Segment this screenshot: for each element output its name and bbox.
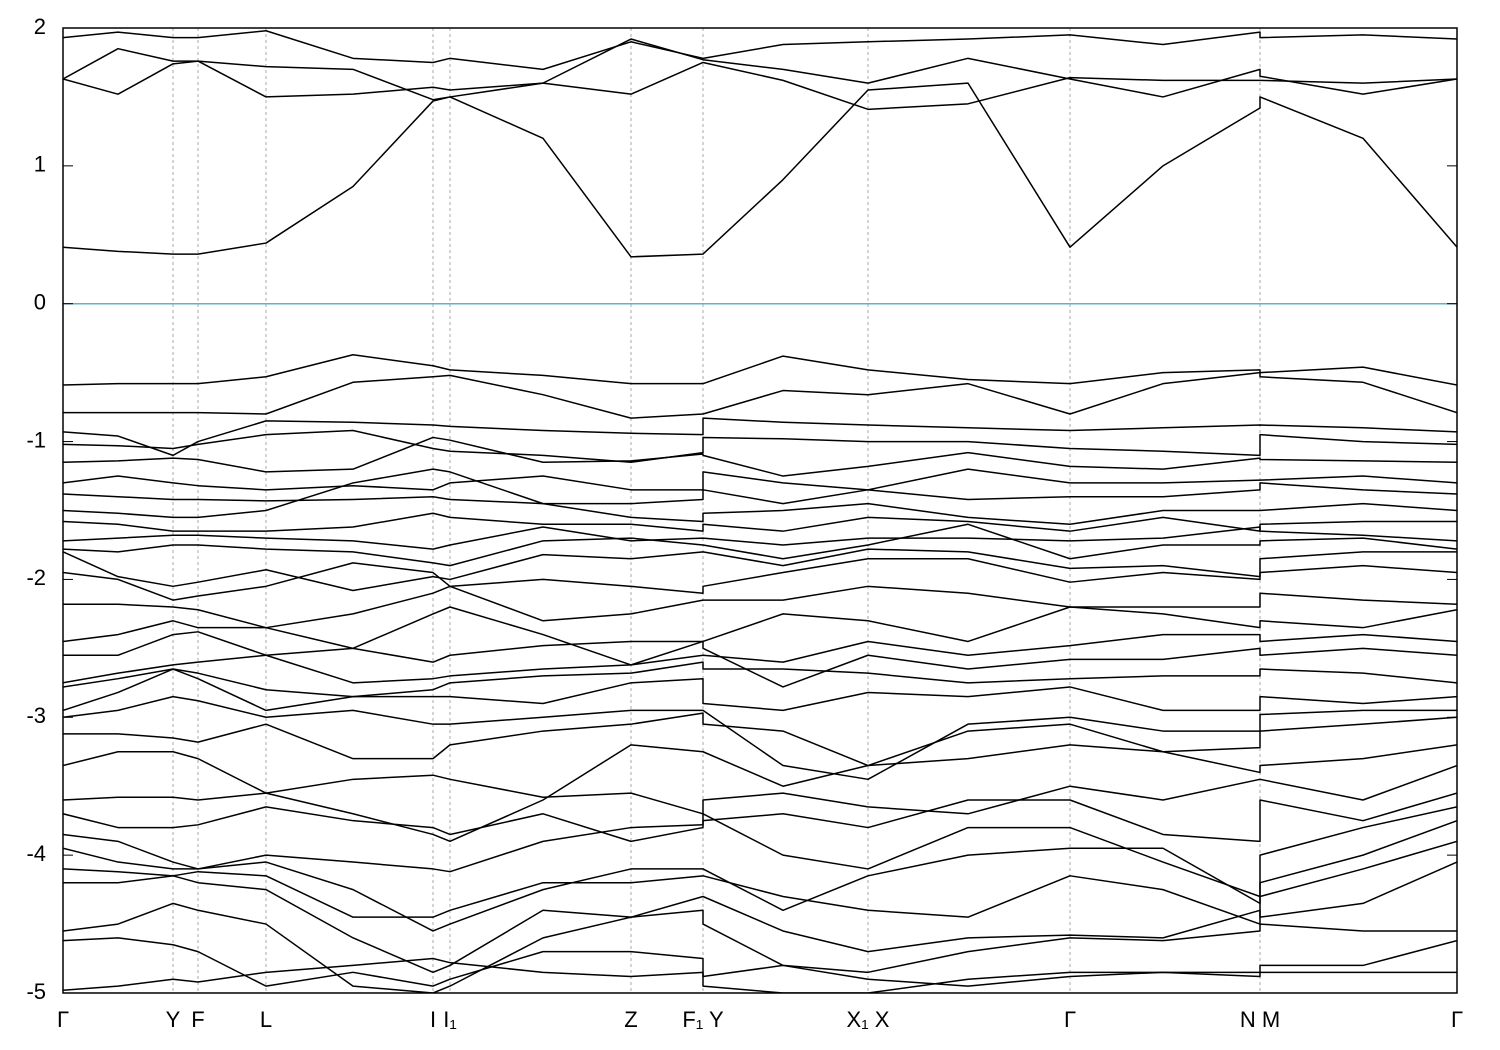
band-line	[63, 792, 1457, 843]
band-line	[63, 764, 1457, 815]
band-line	[63, 523, 1457, 567]
y-tick-label: -5	[26, 979, 46, 1004]
x-tick-label: X₁ X	[847, 1007, 890, 1032]
band-line	[63, 512, 1457, 532]
band-line	[63, 695, 1457, 781]
band-line	[63, 468, 1457, 491]
band-line	[63, 744, 1457, 843]
band-line	[63, 468, 1457, 526]
band-line	[63, 482, 1457, 505]
labels-layer: -5 -4 -3 -2 -1 0 1 2 Γ Y F L I I₁ Z F₁ Y X₁ X Γ N M Γ	[26, 14, 1463, 1032]
x-tick-label: I₁	[443, 1007, 457, 1032]
band-line	[63, 606, 1457, 663]
x-tick-label: I	[430, 1007, 436, 1032]
band-line	[63, 957, 1457, 993]
band-line	[63, 436, 1457, 477]
bands-layer	[63, 30, 1457, 993]
band-line	[63, 606, 1457, 688]
y-tick-label: -4	[26, 841, 46, 866]
y-tick-label: -3	[26, 703, 46, 728]
y-tick-label: 0	[34, 290, 46, 315]
y-tick-label: 1	[34, 152, 46, 177]
band-line	[63, 548, 1457, 592]
band-line	[63, 631, 1457, 684]
band-line	[63, 937, 1457, 987]
x-tick-label: Γ	[1451, 1007, 1463, 1032]
band-line	[63, 819, 1457, 932]
band-line	[63, 661, 1457, 698]
plot-frame	[62, 27, 1458, 994]
band-line	[63, 417, 1457, 457]
x-tick-label: F₁ Y	[682, 1007, 724, 1032]
x-tick-label: L	[260, 1007, 272, 1032]
x-tick-label: Z	[624, 1007, 637, 1032]
y-tick-label: -2	[26, 565, 46, 590]
x-tick-label: N M	[1240, 1007, 1280, 1032]
band-line	[63, 429, 1457, 463]
band-line	[63, 526, 1457, 550]
band-line	[63, 558, 1457, 601]
band-line	[63, 585, 1457, 629]
x-tick-label: Γ	[57, 1007, 69, 1032]
x-tick-label: F	[191, 1007, 204, 1032]
x-tick-label: Γ	[1064, 1007, 1076, 1032]
band-line	[63, 840, 1457, 925]
band-line	[63, 30, 1457, 71]
band-line	[63, 902, 1457, 993]
band-line	[63, 353, 1457, 386]
band-line	[63, 371, 1457, 419]
band-line	[63, 668, 1457, 712]
band-line	[63, 861, 1457, 974]
y-tick-label: -1	[26, 427, 46, 452]
band-line	[63, 60, 1457, 111]
x-tick-label: Y	[166, 1007, 181, 1032]
band-line	[63, 806, 1457, 898]
band-line	[63, 82, 1457, 258]
band-line	[63, 712, 1457, 767]
y-tick-label: 2	[34, 14, 46, 39]
